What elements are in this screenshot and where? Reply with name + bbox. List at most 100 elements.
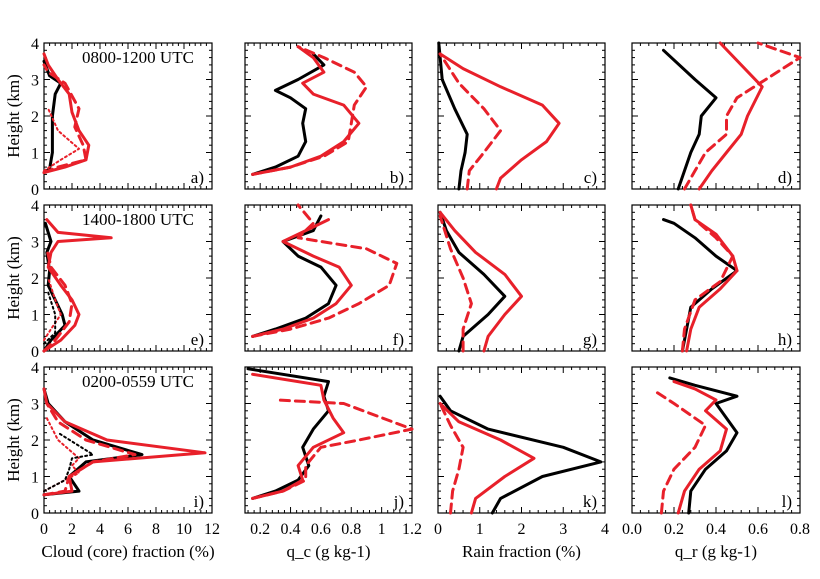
panel-b: b) [244,42,413,190]
y-tick-label: 4 [31,360,39,377]
panel-frame [631,366,801,514]
panel-d: d) [631,41,802,191]
x-tick-label: 6 [124,521,132,538]
y-tick-label: 3 [31,73,39,90]
panel-label: g) [583,330,597,349]
series-line-2 [672,380,728,515]
series-line-4 [43,107,80,172]
panel-label: c) [584,168,597,187]
series-line-3 [251,45,368,176]
series-line-1 [246,367,330,500]
panel-label: h) [778,330,792,349]
series-line-1 [251,52,326,176]
x-tick-label: 4 [601,521,609,538]
x-tick-label: 0.6 [311,521,331,538]
row-label: 1400-1800 UTC [82,210,194,229]
x-tick-label: 0.8 [790,521,810,538]
x-tick-label: 1.2 [402,521,422,538]
row-label: 0800-1200 UTC [82,48,194,67]
series-line-3 [42,247,74,353]
panel-label: l) [782,492,792,511]
panel-e: 0 1 2 3 4 Height (km) 1400-1800 UTC e) [4,198,213,361]
series-line-3 [42,63,88,175]
y-tick-label: 0 [31,506,39,523]
x-tick-label: 0.4 [281,521,301,538]
series-line-2 [685,203,739,353]
x-tick-label: 0.2 [664,521,684,538]
panel-frame [244,42,413,190]
y-tick-label: 1 [31,470,39,487]
series-line-1 [662,218,739,353]
x-tick-label: 3 [559,521,567,538]
series-line-3 [251,398,414,500]
series-line-1 [437,41,469,191]
series-line-3 [251,203,399,338]
y-tick-label: 3 [31,235,39,252]
panel-label: j) [393,492,404,511]
series-line-2 [438,52,561,191]
x-tick-label: 0 [434,521,442,538]
y-axis-label: Height (km) [4,74,23,158]
y-axis-label: Height (km) [4,236,23,320]
y-tick-label: 4 [31,36,39,53]
series-line-3 [680,203,735,353]
x-tick-label: 0.0 [622,521,642,538]
y-tick-label: 2 [31,433,39,450]
x-axis-label: Cloud (core) fraction (%) [41,542,214,561]
x-tick-label: 10 [176,521,192,538]
x-axis-label: q_r (g kg-1) [675,542,757,561]
x-tick-label: 4 [96,521,104,538]
series-line-3 [438,402,465,515]
panel-f: f) [244,203,413,352]
x-tick-label: 8 [152,521,160,538]
panel-a: 0 1 2 3 4 Height (km) 0800-1200 UTC a) [4,36,213,199]
x-tick-label: 1 [378,521,386,538]
row-label: 0200-0559 UTC [82,372,194,391]
y-axis-label: Height (km) [4,398,23,482]
series-line-2 [42,218,113,353]
panel-c: c) [437,41,606,191]
series-line-1 [42,221,67,353]
x-tick-label: 0.8 [341,521,361,538]
x-tick-label: 2 [68,521,76,538]
x-tick-label: 0 [40,521,48,538]
series-line-3 [42,402,137,497]
panel-label: e) [191,330,204,349]
series-line-1 [438,210,507,353]
series-line-2 [438,210,523,353]
series-line-2 [438,402,536,515]
panel-k: 0 1 2 3 4 Rain fraction (%) k) [434,366,609,561]
panel-j: 0.2 0.4 0.6 0.8 1 1.2 q_c (g kg-1) j) [244,366,422,561]
x-tick-label: 12 [204,521,220,538]
panel-h: h) [631,203,801,353]
series-line-3 [438,214,473,353]
y-tick-label: 3 [31,397,39,414]
y-tick-label: 1 [31,308,39,325]
series-line-2 [251,218,353,338]
y-tick-label: 2 [31,109,39,126]
panel-label: a) [191,168,204,187]
series-line-3 [655,391,707,515]
panel-label: k) [583,492,597,511]
x-tick-label: 0.2 [250,521,270,538]
series-line-2 [251,372,346,500]
panel-l: 0.0 0.2 0.4 0.6 0.8 q_r (g kg-1) l) [622,366,810,561]
y-tick-label: 0 [31,344,39,361]
series-line-5 [43,291,57,345]
x-tick-label: 2 [518,521,526,538]
series-line-5 [43,431,94,493]
x-tick-label: 1 [476,521,484,538]
panel-label: b) [390,168,404,187]
y-tick-label: 0 [31,182,39,199]
x-axis-label: q_c (g kg-1) [286,542,370,561]
series-line-2 [42,387,207,497]
y-tick-label: 4 [31,198,39,215]
series-line-4 [43,417,80,493]
x-tick-label: 0.6 [748,521,768,538]
series-line-1 [668,376,739,515]
series-line-2 [697,41,764,191]
series-line-3 [438,52,503,191]
x-axis-label: Rain fraction (%) [462,542,581,561]
